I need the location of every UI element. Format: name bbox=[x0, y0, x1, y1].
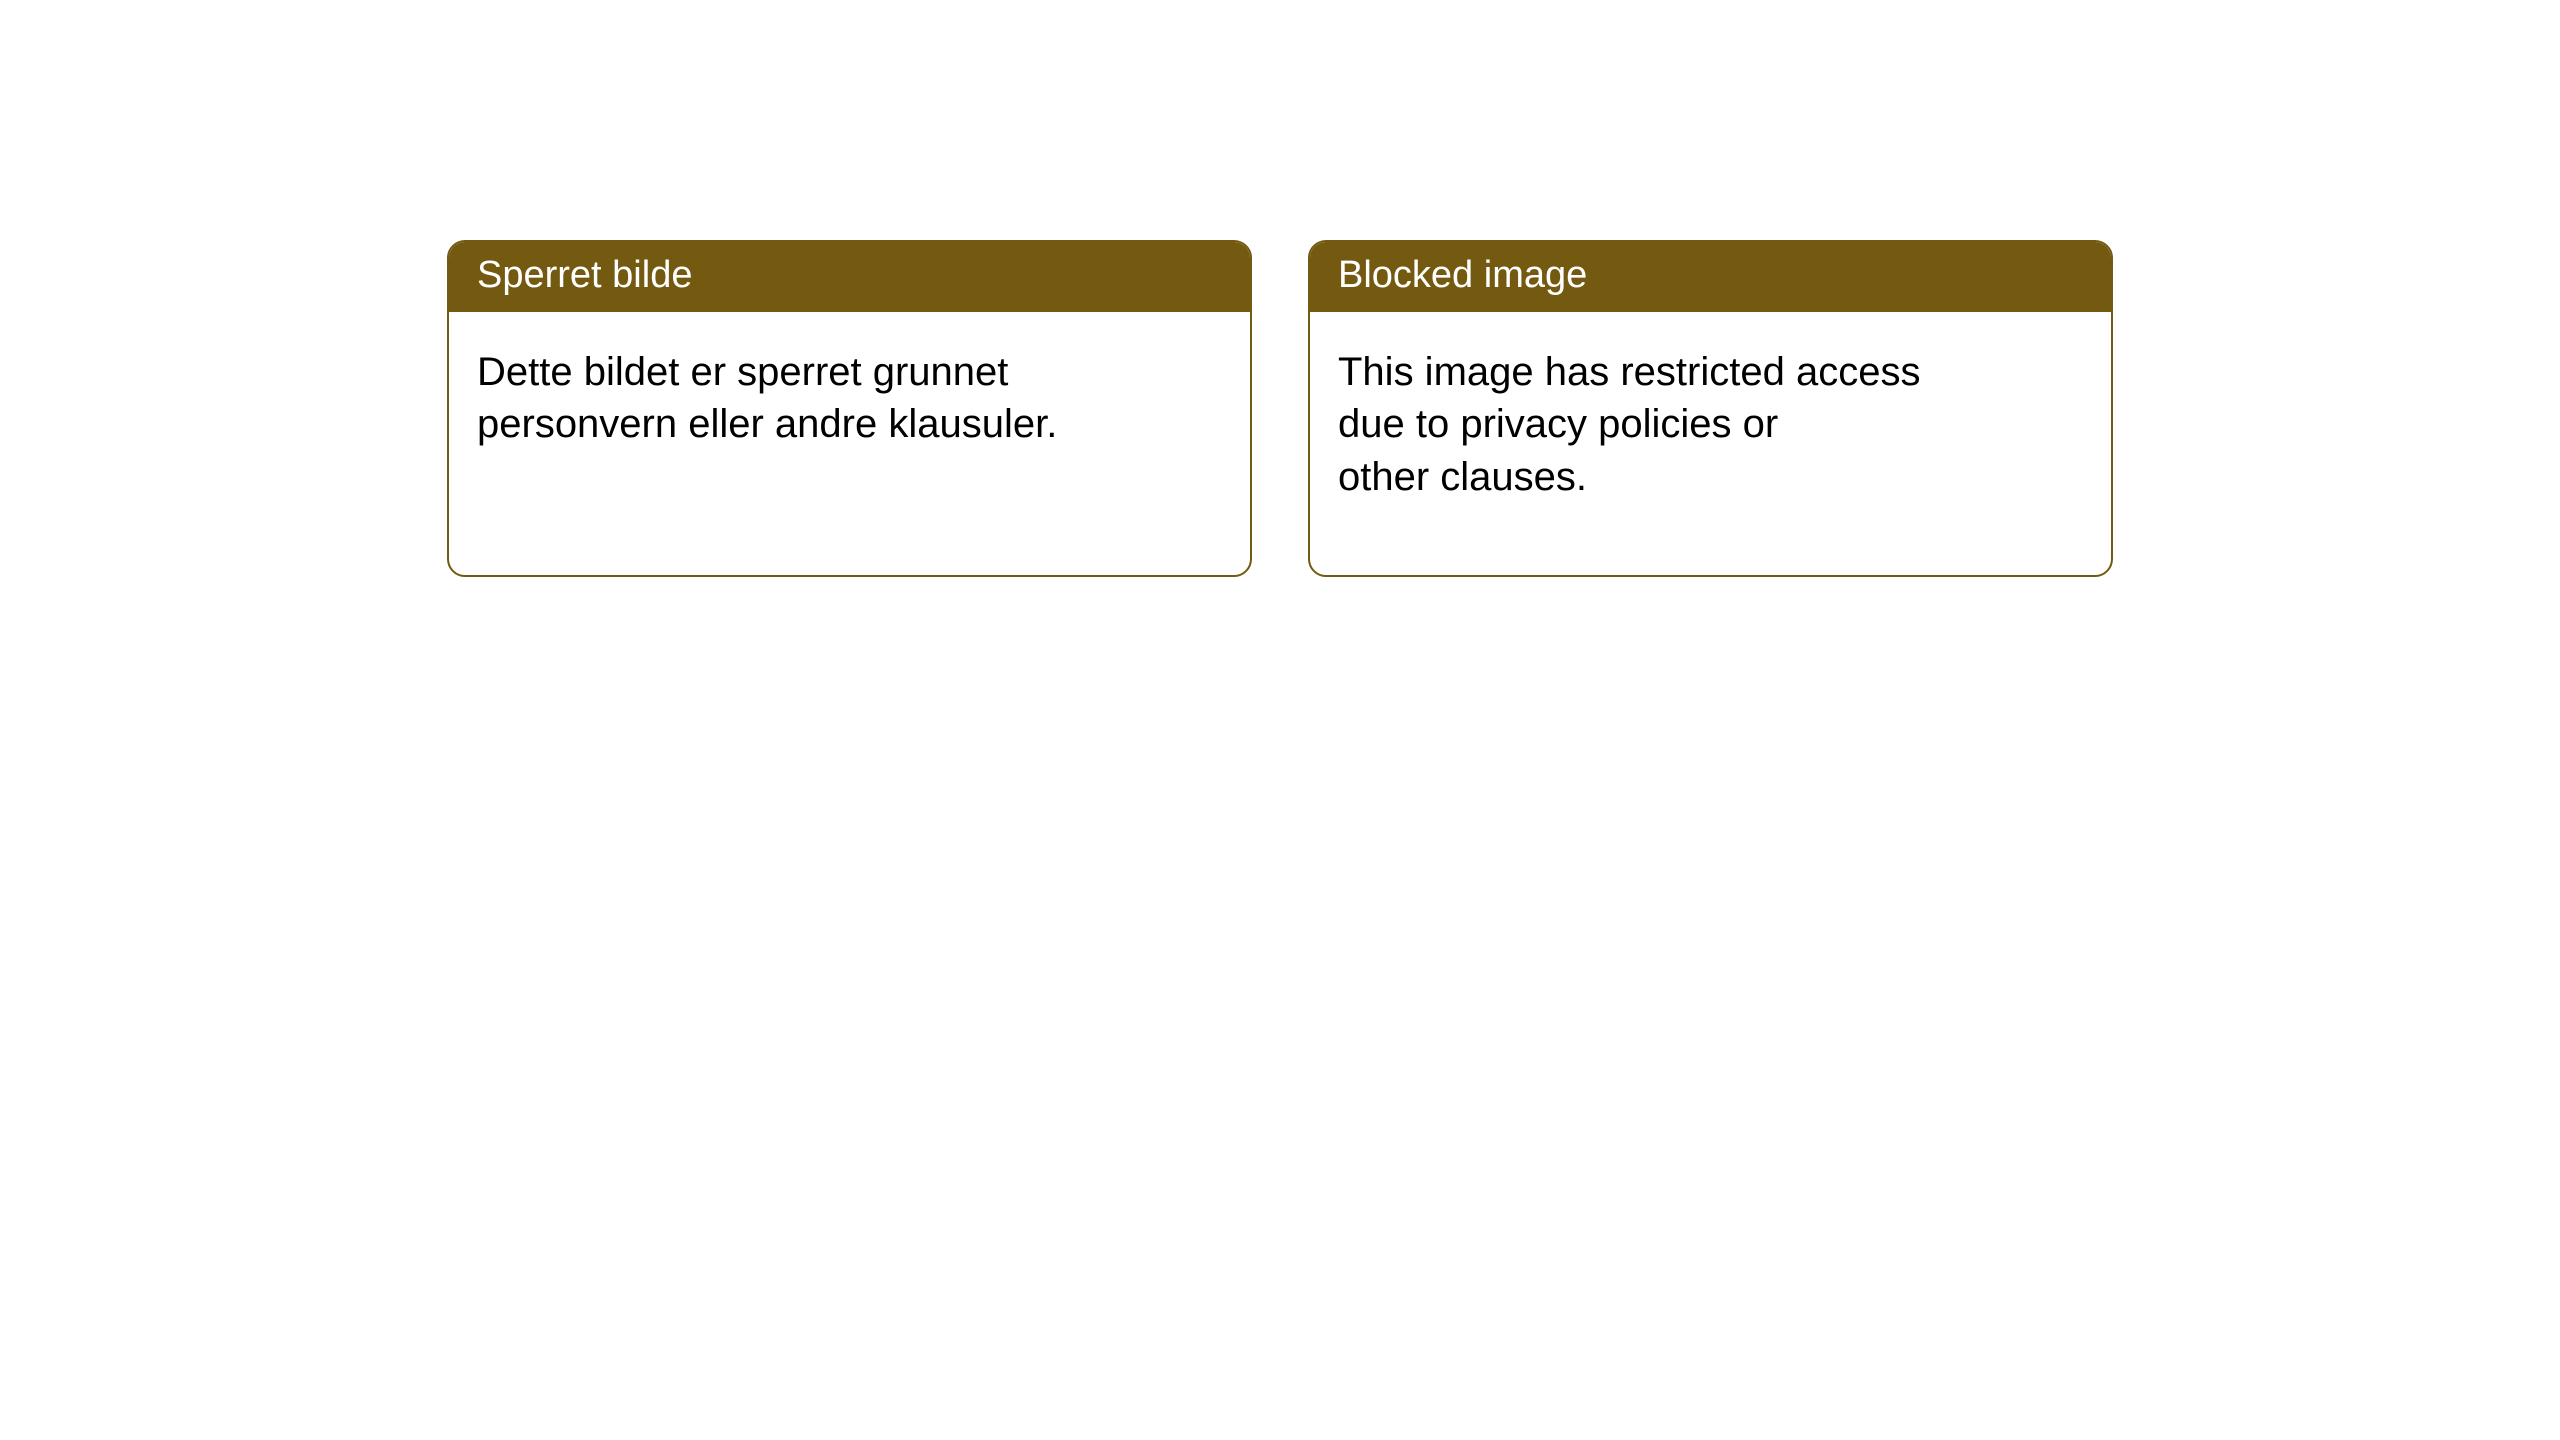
notice-card-norwegian: Sperret bilde Dette bildet er sperret gr… bbox=[447, 240, 1252, 577]
notice-card-english: Blocked image This image has restricted … bbox=[1308, 240, 2113, 577]
notice-cards-row: Sperret bilde Dette bildet er sperret gr… bbox=[447, 240, 2113, 577]
notice-card-title: Blocked image bbox=[1310, 242, 2111, 312]
notice-card-body: This image has restricted access due to … bbox=[1310, 312, 2111, 524]
notice-card-title: Sperret bilde bbox=[449, 242, 1250, 312]
notice-card-body: Dette bildet er sperret grunnet personve… bbox=[449, 312, 1250, 472]
page-canvas: Sperret bilde Dette bildet er sperret gr… bbox=[0, 0, 2560, 1440]
